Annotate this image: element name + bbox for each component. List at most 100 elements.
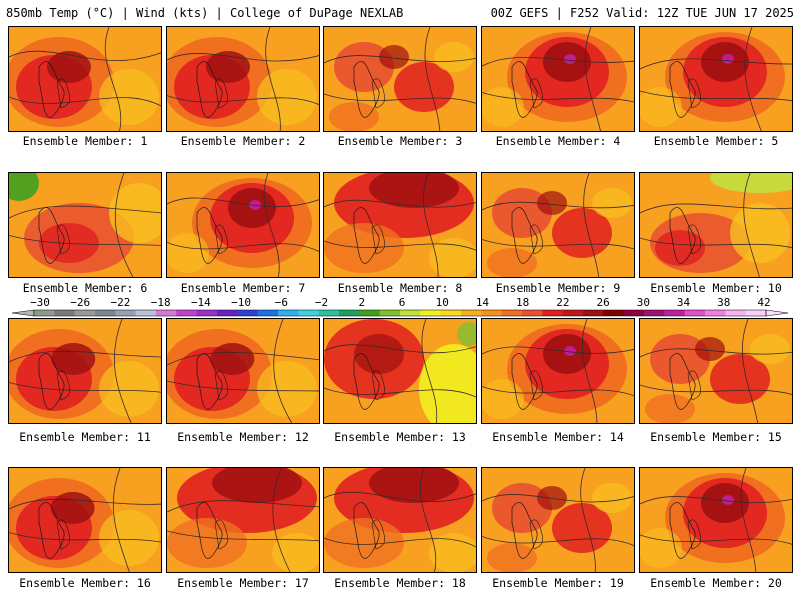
colorbar-swatch (705, 310, 726, 316)
ensemble-member-label: Ensemble Member: 16 (19, 576, 151, 590)
temperature-map (640, 27, 792, 131)
colorbar-swatch (603, 310, 625, 316)
temperature-map (167, 173, 319, 277)
ensemble-panel (323, 172, 477, 278)
temperature-map (482, 468, 634, 572)
ensemble-panel (481, 318, 635, 424)
colorbar-swatch (542, 310, 564, 316)
colorbar-swatch (176, 310, 198, 316)
ensemble-panel (8, 26, 162, 132)
colorbar-tick-label: 14 (475, 296, 490, 309)
colorbar-tick-label: −18 (150, 296, 171, 309)
colorbar-tick-label: 42 (757, 296, 771, 309)
ensemble-panel (8, 172, 162, 278)
colorbar-swatch (74, 310, 96, 316)
ensemble-panel (639, 172, 793, 278)
temperature-map (167, 319, 319, 423)
colorbar-swatch (339, 310, 360, 316)
ensemble-member-label: Ensemble Member: 6 (22, 281, 148, 295)
colorbar-swatch (583, 310, 604, 316)
colorbar-swatch (725, 310, 747, 316)
ensemble-panel (323, 318, 477, 424)
colorbar-swatch (623, 310, 645, 316)
ensemble-member-label: Ensemble Member: 14 (492, 430, 624, 444)
temperature-map (9, 468, 161, 572)
ensemble-panel (166, 318, 320, 424)
temperature-map (324, 468, 476, 572)
ensemble-member-label: Ensemble Member: 1 (22, 134, 148, 148)
colorbar-swatch (501, 310, 523, 316)
ensemble-panel (8, 318, 162, 424)
temperature-map (324, 27, 476, 131)
temperature-map (167, 27, 319, 131)
ensemble-panel (481, 26, 635, 132)
run-info: 00Z GEFS | F252 Valid: 12Z TUE JUN 17 20… (490, 6, 794, 20)
temperature-map (324, 319, 476, 423)
colorbar-tick-label: −22 (110, 296, 131, 309)
ensemble-panel (639, 318, 793, 424)
colorbar-swatch (278, 310, 299, 316)
ensemble-panel (8, 467, 162, 573)
colorbar (11, 309, 789, 317)
ensemble-member-label: Ensemble Member: 9 (495, 281, 621, 295)
colorbar-swatch (217, 310, 238, 316)
temperature-map (482, 173, 634, 277)
colorbar-swatch (400, 310, 421, 316)
temperature-map (9, 319, 161, 423)
temperature-map (640, 173, 792, 277)
colorbar-swatch (54, 310, 76, 316)
colorbar-swatch (257, 310, 279, 316)
colorbar-tick-label: −14 (190, 296, 211, 309)
ensemble-member-label: Ensemble Member: 13 (334, 430, 466, 444)
colorbar-tick-label: 34 (676, 296, 691, 309)
temperature-map (9, 173, 161, 277)
ensemble-member-label: Ensemble Member: 7 (180, 281, 306, 295)
colorbar-swatch (684, 310, 706, 316)
colorbar-tick-label: −2 (314, 296, 329, 309)
ensemble-member-label: Ensemble Member: 18 (334, 576, 466, 590)
temperature-map (167, 468, 319, 572)
colorbar-swatch (644, 310, 665, 316)
colorbar-swatch (298, 310, 320, 316)
colorbar-tick-label: −30 (30, 296, 50, 309)
ensemble-panel (166, 172, 320, 278)
ensemble-panel (639, 467, 793, 573)
colorbar-swatch (156, 310, 177, 316)
ensemble-member-label: Ensemble Member: 5 (653, 134, 779, 148)
ensemble-panel (323, 26, 477, 132)
ensemble-panel (481, 172, 635, 278)
colorbar-min-arrow (11, 309, 35, 317)
ensemble-member-label: Ensemble Member: 17 (177, 576, 309, 590)
colorbar-swatch (359, 310, 381, 316)
ensemble-panel (323, 467, 477, 573)
ensemble-panel (639, 26, 793, 132)
colorbar-tick-label: 22 (556, 296, 570, 309)
colorbar-swatch (481, 310, 503, 316)
colorbar-tick-label: −26 (70, 296, 91, 309)
ensemble-member-label: Ensemble Member: 2 (180, 134, 306, 148)
ensemble-member-label: Ensemble Member: 3 (337, 134, 463, 148)
colorbar-swatch (135, 310, 157, 316)
map-title: 850mb Temp (°C) | Wind (kts) | College o… (6, 6, 404, 20)
colorbar-tick-label: 2 (358, 296, 366, 309)
ensemble-panel (166, 26, 320, 132)
colorbar-swatch (461, 310, 482, 316)
ensemble-member-label: Ensemble Member: 4 (495, 134, 621, 148)
ensemble-member-label: Ensemble Member: 19 (492, 576, 624, 590)
colorbar-swatch (745, 310, 767, 316)
colorbar-tick-label: 30 (636, 296, 650, 309)
colorbar-swatch (562, 310, 584, 316)
colorbar-swatch (379, 310, 401, 316)
ensemble-member-label: Ensemble Member: 15 (650, 430, 782, 444)
colorbar-max-arrow (765, 309, 789, 317)
ensemble-member-label: Ensemble Member: 8 (337, 281, 463, 295)
colorbar-swatch (420, 310, 442, 316)
ensemble-panel (481, 467, 635, 573)
colorbar-swatch (522, 310, 543, 316)
colorbar-tick-label: −10 (231, 296, 252, 309)
colorbar-swatch (34, 310, 55, 316)
ensemble-panel (166, 467, 320, 573)
colorbar-tick-label: 10 (435, 296, 449, 309)
temperature-map (9, 27, 161, 131)
ensemble-member-label: Ensemble Member: 20 (650, 576, 782, 590)
